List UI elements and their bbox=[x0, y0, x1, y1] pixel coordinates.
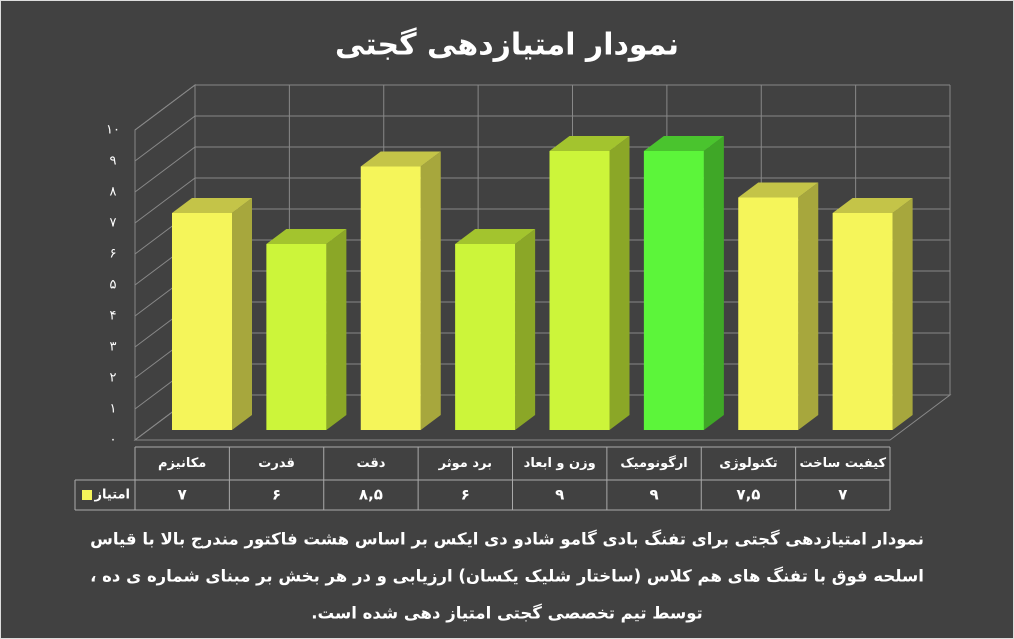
bar bbox=[832, 213, 893, 430]
y-tick-label: ۸ bbox=[110, 185, 117, 200]
y-tick-label: ۵ bbox=[110, 278, 117, 293]
bar bbox=[643, 151, 704, 430]
bar-top bbox=[266, 229, 347, 244]
bar-side bbox=[420, 151, 441, 430]
value-label: ۹ bbox=[555, 486, 564, 504]
y-tick-label: ۳ bbox=[110, 340, 117, 355]
bar bbox=[738, 197, 799, 430]
x-tick-label: وزن و ابعاد bbox=[524, 456, 596, 471]
bar bbox=[360, 166, 421, 430]
bar-side bbox=[609, 136, 630, 430]
y-tick-label: ۱ bbox=[110, 402, 117, 417]
bar-top bbox=[832, 198, 913, 213]
description-line: اسلحه فوق با تفنگ های هم کلاس (ساختار شل… bbox=[90, 566, 924, 587]
value-label: ۸,۵ bbox=[359, 486, 383, 504]
bar bbox=[266, 244, 327, 430]
bar bbox=[172, 213, 232, 430]
y-tick-label: ۴ bbox=[110, 309, 117, 324]
x-tick-label: مکانیزم bbox=[158, 456, 206, 471]
bar-side bbox=[892, 198, 913, 430]
value-label: ۷ bbox=[838, 486, 847, 504]
y-tick-label: ۷ bbox=[110, 216, 117, 231]
bar bbox=[455, 244, 516, 430]
legend-swatch bbox=[82, 490, 92, 500]
value-label: ۹ bbox=[649, 486, 658, 504]
value-label: ۶ bbox=[461, 486, 470, 504]
grid-line bbox=[134, 115, 950, 162]
y-tick-label: ۰ bbox=[110, 433, 117, 448]
chart-title: نمودار امتیازدهی گجتی bbox=[335, 27, 679, 63]
bar bbox=[549, 151, 610, 430]
value-label: ۶ bbox=[272, 486, 281, 504]
description-line: نمودار امتیازدهی گجتی برای تفنگ بادی گام… bbox=[90, 529, 924, 550]
bar-top bbox=[360, 151, 441, 167]
y-tick-label: ۱۰ bbox=[106, 123, 120, 138]
x-tick-label: کیفیت ساخت bbox=[800, 456, 887, 471]
bar-side bbox=[515, 229, 536, 430]
description-line: توسط تیم تخصصی گجتی امتیاز دهی شده است. bbox=[311, 603, 702, 624]
bar-side bbox=[326, 229, 347, 430]
bar-top bbox=[643, 136, 724, 151]
bar-side bbox=[798, 182, 819, 430]
bar-side bbox=[703, 136, 724, 430]
bar-top bbox=[738, 182, 819, 198]
value-label: ۷ bbox=[178, 486, 187, 504]
bar-side bbox=[232, 198, 252, 430]
y-tick-label: ۹ bbox=[110, 154, 117, 169]
x-tick-label: برد موثر bbox=[438, 456, 492, 471]
x-tick-label: دقت bbox=[356, 456, 385, 471]
bar-top bbox=[455, 229, 536, 244]
y-tick-label: ۲ bbox=[110, 371, 117, 386]
legend-label: امتیاز bbox=[94, 488, 130, 503]
bar-top bbox=[549, 136, 630, 151]
y-tick-label: ۶ bbox=[110, 247, 117, 262]
x-tick-label: ارگونومیک bbox=[620, 455, 687, 471]
x-tick-label: تکنولوژی bbox=[719, 456, 777, 471]
grid-line bbox=[134, 84, 950, 131]
x-tick-label: قدرت bbox=[258, 456, 295, 471]
bar-top bbox=[172, 198, 252, 213]
value-label: ۷,۵ bbox=[736, 486, 760, 504]
